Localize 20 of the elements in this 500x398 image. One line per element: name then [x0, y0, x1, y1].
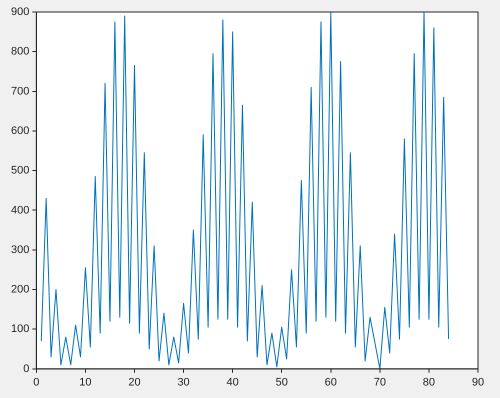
- y-tick-label: 700: [10, 85, 30, 98]
- y-tick-label: 300: [10, 244, 30, 256]
- y-tick-label: 0: [23, 362, 30, 375]
- x-tick-label: 0: [33, 376, 40, 388]
- x-tick-label: 50: [276, 376, 288, 388]
- y-tick-label: 200: [10, 284, 30, 296]
- x-tick-label: 20: [128, 376, 141, 388]
- x-tick-label: 30: [177, 376, 190, 388]
- y-tick-label: 900: [10, 6, 30, 18]
- x-tick-label: 40: [226, 376, 239, 388]
- y-tick-label: 400: [10, 204, 30, 216]
- y-tick-label: 800: [10, 46, 30, 58]
- y-tick-label: 100: [10, 323, 30, 336]
- y-tick-label: 500: [10, 164, 30, 177]
- x-tick-label: 80: [422, 376, 436, 388]
- x-tick-label: 10: [79, 376, 92, 388]
- x-tick-label: 70: [374, 376, 386, 388]
- x-tick-label: 90: [472, 376, 484, 388]
- y-tick-label: 600: [10, 124, 30, 137]
- x-tick-label: 60: [324, 376, 337, 388]
